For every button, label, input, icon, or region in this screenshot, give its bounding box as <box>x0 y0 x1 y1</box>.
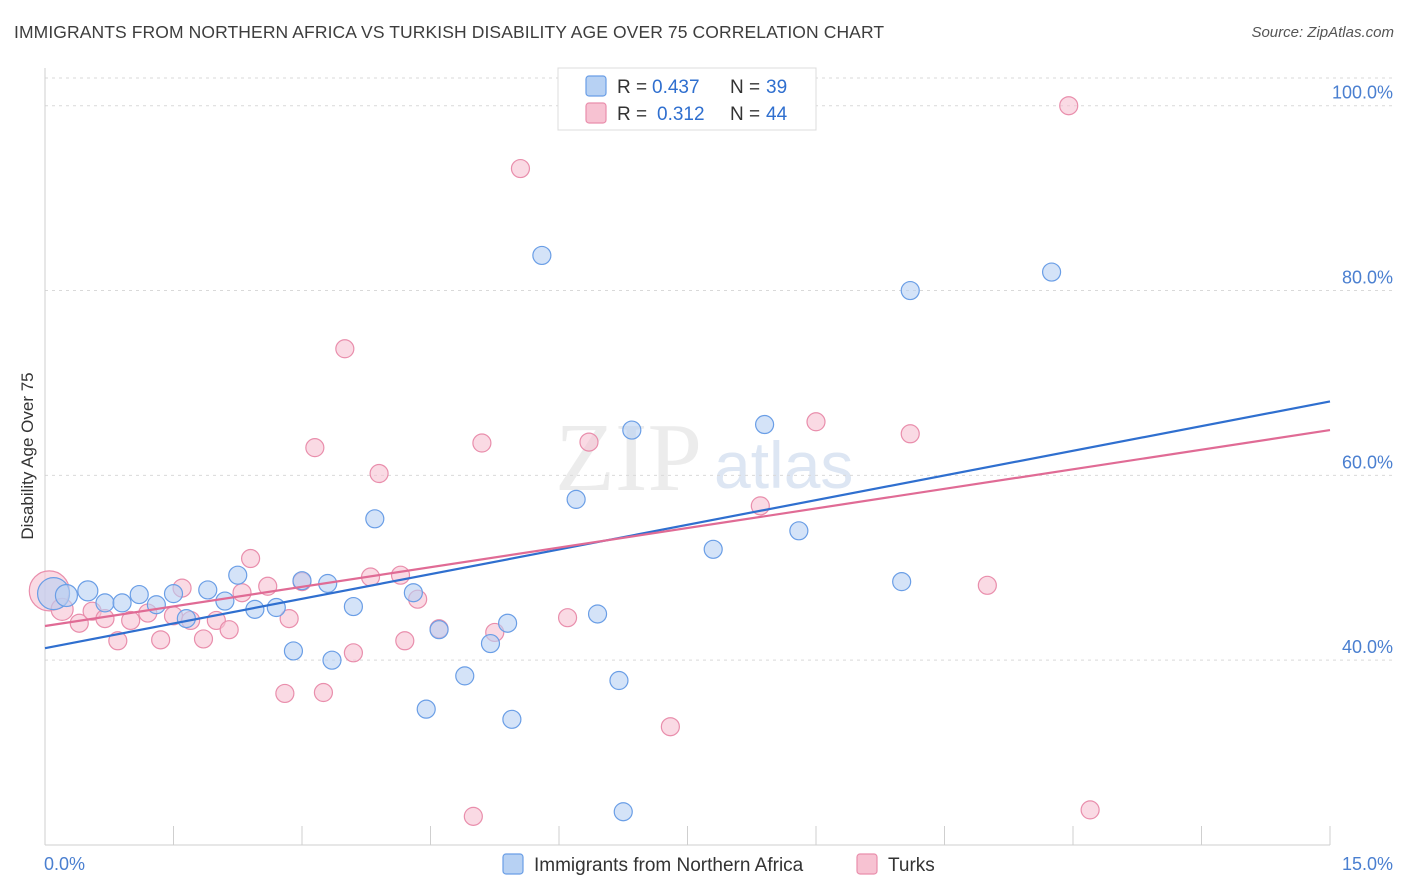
legend-r-value-blue: 0.437 <box>652 77 700 98</box>
immigrants-point <box>532 245 552 266</box>
immigrants-point <box>622 420 642 440</box>
turks-point <box>305 438 325 458</box>
immigrants-point <box>266 597 286 618</box>
immigrants-point <box>215 591 235 611</box>
trend-lines <box>44 400 1331 650</box>
immigrants-point <box>480 633 501 654</box>
turks-point <box>579 432 599 452</box>
axes <box>44 68 1331 846</box>
turks-point <box>279 608 299 629</box>
immigrants-point <box>163 584 184 604</box>
immigrants-point <box>498 613 518 633</box>
turks-point <box>557 608 578 628</box>
immigrants-point <box>403 583 423 603</box>
immigrants-point <box>429 620 449 640</box>
turks-point <box>241 548 261 569</box>
immigrants-point <box>129 584 149 605</box>
immigrants-point <box>228 565 248 585</box>
y-tick-label: 40.0% <box>1342 637 1393 657</box>
legend-r-label-blue: R = <box>617 77 647 98</box>
immigrants-point <box>455 666 475 686</box>
y-tick-label: 100.0% <box>1332 83 1393 103</box>
immigrants-point <box>322 650 342 670</box>
legend-swatch-blue <box>585 75 607 97</box>
turks-point <box>463 806 483 826</box>
turks-point <box>219 620 239 640</box>
immigrants-point <box>703 539 723 559</box>
turks-point <box>275 683 295 704</box>
immigrants-point <box>587 604 608 624</box>
turks-point <box>1080 800 1100 820</box>
turks-point <box>232 583 252 603</box>
turks-point <box>806 412 826 432</box>
immigrants-point <box>198 580 218 600</box>
turks-point <box>1059 96 1079 116</box>
immigrants-point <box>754 414 775 435</box>
immigrants-point <box>613 802 633 822</box>
immigrants-trend-line <box>44 400 1331 650</box>
legend-r-value-pink: 0.312 <box>657 104 705 125</box>
immigrants-point <box>54 583 79 608</box>
legend-r-label-pink: R = <box>617 104 647 125</box>
turks-point <box>108 631 128 651</box>
immigrants-point <box>609 670 629 691</box>
y-tick-label: 60.0% <box>1342 452 1393 472</box>
y-tick-label: 80.0% <box>1342 268 1393 288</box>
turks-point <box>900 424 920 444</box>
immigrants-points <box>36 245 1062 822</box>
watermark-atlas: atlas <box>714 428 853 502</box>
immigrants-point <box>789 521 809 541</box>
legend-swatch-pink <box>585 102 607 124</box>
x-tick-label-min: 0.0% <box>44 854 85 874</box>
turks-point <box>510 158 531 179</box>
turks-point <box>313 682 334 703</box>
turks-point <box>151 630 171 650</box>
turks-point <box>369 463 389 484</box>
turks-point <box>472 433 492 453</box>
chart-title: IMMIGRANTS FROM NORTHERN AFRICA VS TURKI… <box>14 22 885 42</box>
legend-n-label-blue: N = <box>730 77 760 98</box>
gridlines <box>45 77 1394 661</box>
turks-point <box>335 339 355 359</box>
turks-point <box>193 629 214 649</box>
immigrants-point <box>112 593 132 613</box>
immigrants-point <box>566 489 586 509</box>
immigrants-point <box>900 280 920 301</box>
immigrants-point <box>502 709 522 729</box>
immigrants-point <box>176 608 196 629</box>
legend-n-label-pink: N = <box>730 104 760 125</box>
immigrants-point <box>416 699 436 719</box>
immigrants-point <box>1041 262 1062 282</box>
series-legend-label-immigrants: Immigrants from Northern Africa <box>534 855 804 876</box>
series-legend-swatch-immigrants <box>502 853 524 875</box>
immigrants-point <box>283 641 304 661</box>
series-legend-label-turks: Turks <box>888 855 935 876</box>
immigrants-point <box>95 593 115 613</box>
immigrants-point <box>343 596 363 617</box>
stats-legend: R = 0.437 N = 39 R = 0.312 N = 44 <box>557 67 817 131</box>
y-axis-title: Disability Age Over 75 <box>18 372 37 539</box>
series-legend-swatch-turks <box>856 853 878 875</box>
turks-point <box>343 643 363 663</box>
turks-point <box>395 631 415 651</box>
legend-n-value-pink: 44 <box>766 104 788 125</box>
axis-ticks: 40.0% 60.0% 80.0% 100.0% 0.0% 15.0% <box>44 83 1393 874</box>
turks-trend-line <box>44 428 1331 628</box>
legend-n-value-blue: 39 <box>766 77 787 98</box>
x-tick-label-max: 15.0% <box>1342 854 1393 874</box>
turks-point <box>660 717 680 737</box>
immigrants-point <box>892 572 912 592</box>
immigrants-point <box>365 509 385 529</box>
source-credit: Source: ZipAtlas.com <box>1251 24 1394 41</box>
immigrants-point <box>77 580 99 602</box>
turks-point <box>121 610 141 631</box>
series-legend: Immigrants from Northern Africa Turks <box>502 853 935 876</box>
turks-point <box>977 575 997 595</box>
